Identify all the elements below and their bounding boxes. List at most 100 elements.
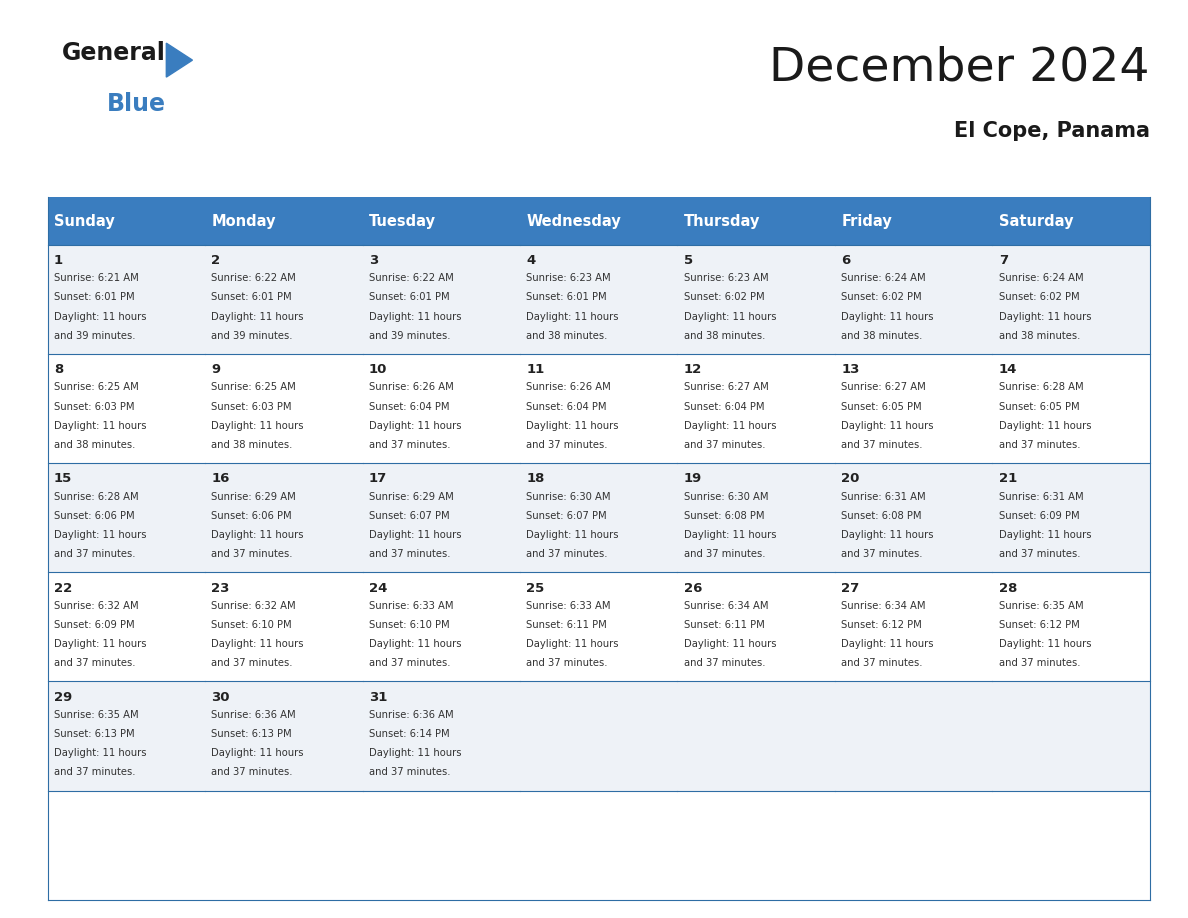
Text: Sunrise: 6:26 AM: Sunrise: 6:26 AM <box>526 383 611 393</box>
Text: 25: 25 <box>526 582 544 595</box>
Bar <box>206 245 362 354</box>
Text: Sunrise: 6:35 AM: Sunrise: 6:35 AM <box>999 600 1083 610</box>
Text: Daylight: 11 hours: Daylight: 11 hours <box>53 748 146 758</box>
Text: and 39 minutes.: and 39 minutes. <box>211 330 292 341</box>
Bar <box>362 464 520 573</box>
Text: and 37 minutes.: and 37 minutes. <box>684 440 765 450</box>
Text: Tuesday: Tuesday <box>368 214 436 229</box>
Text: and 37 minutes.: and 37 minutes. <box>211 767 292 777</box>
Text: Sunrise: 6:22 AM: Sunrise: 6:22 AM <box>211 274 296 284</box>
Text: Sunrise: 6:30 AM: Sunrise: 6:30 AM <box>684 491 769 501</box>
Bar <box>206 354 362 464</box>
Text: 20: 20 <box>841 473 860 486</box>
Text: 6: 6 <box>841 254 851 267</box>
Text: Sunset: 6:02 PM: Sunset: 6:02 PM <box>841 293 922 302</box>
Text: 24: 24 <box>368 582 387 595</box>
Polygon shape <box>166 43 192 77</box>
Text: Daylight: 11 hours: Daylight: 11 hours <box>526 420 619 431</box>
Bar <box>520 354 677 464</box>
Text: Daylight: 11 hours: Daylight: 11 hours <box>211 311 304 321</box>
Text: Sunrise: 6:24 AM: Sunrise: 6:24 AM <box>841 274 925 284</box>
Text: Sunset: 6:07 PM: Sunset: 6:07 PM <box>526 510 607 521</box>
Text: 18: 18 <box>526 473 544 486</box>
Text: 15: 15 <box>53 473 72 486</box>
Text: Sunrise: 6:28 AM: Sunrise: 6:28 AM <box>999 383 1083 393</box>
Text: 31: 31 <box>368 690 387 703</box>
Bar <box>992 464 1150 573</box>
Text: Blue: Blue <box>107 92 166 116</box>
Text: Sunset: 6:02 PM: Sunset: 6:02 PM <box>684 293 764 302</box>
Text: and 38 minutes.: and 38 minutes. <box>999 330 1080 341</box>
Text: and 37 minutes.: and 37 minutes. <box>999 658 1080 668</box>
Text: Sunrise: 6:35 AM: Sunrise: 6:35 AM <box>53 710 139 720</box>
Bar <box>677 464 835 573</box>
Text: Sunset: 6:10 PM: Sunset: 6:10 PM <box>211 620 292 630</box>
Text: and 38 minutes.: and 38 minutes. <box>684 330 765 341</box>
Text: Wednesday: Wednesday <box>526 214 621 229</box>
Text: Sunset: 6:13 PM: Sunset: 6:13 PM <box>211 729 292 739</box>
Text: Sunrise: 6:34 AM: Sunrise: 6:34 AM <box>684 600 769 610</box>
Bar <box>48 790 206 900</box>
Text: and 37 minutes.: and 37 minutes. <box>999 549 1080 559</box>
Bar <box>48 464 206 573</box>
Text: Sunset: 6:01 PM: Sunset: 6:01 PM <box>368 293 449 302</box>
Text: Sunrise: 6:31 AM: Sunrise: 6:31 AM <box>841 491 925 501</box>
Text: and 38 minutes.: and 38 minutes. <box>53 440 135 450</box>
Bar <box>206 573 362 681</box>
Text: Thursday: Thursday <box>684 214 760 229</box>
Text: 23: 23 <box>211 582 229 595</box>
Text: Daylight: 11 hours: Daylight: 11 hours <box>211 639 304 649</box>
Text: Daylight: 11 hours: Daylight: 11 hours <box>526 530 619 540</box>
Text: Daylight: 11 hours: Daylight: 11 hours <box>684 639 776 649</box>
Bar <box>362 790 520 900</box>
Text: Sunset: 6:07 PM: Sunset: 6:07 PM <box>368 510 449 521</box>
Text: 4: 4 <box>526 254 536 267</box>
Text: 19: 19 <box>684 473 702 486</box>
Bar <box>677 573 835 681</box>
Text: Sunset: 6:13 PM: Sunset: 6:13 PM <box>53 729 134 739</box>
Text: 10: 10 <box>368 364 387 376</box>
Text: Daylight: 11 hours: Daylight: 11 hours <box>999 311 1092 321</box>
Text: and 37 minutes.: and 37 minutes. <box>53 549 135 559</box>
Text: Sunset: 6:12 PM: Sunset: 6:12 PM <box>999 620 1080 630</box>
Bar <box>835 573 992 681</box>
Text: Sunset: 6:08 PM: Sunset: 6:08 PM <box>841 510 922 521</box>
Bar <box>48 681 206 790</box>
Text: 9: 9 <box>211 364 221 376</box>
Bar <box>48 573 206 681</box>
Text: Sunrise: 6:23 AM: Sunrise: 6:23 AM <box>684 274 769 284</box>
Text: Sunrise: 6:30 AM: Sunrise: 6:30 AM <box>526 491 611 501</box>
Bar <box>677 790 835 900</box>
Text: Monday: Monday <box>211 214 276 229</box>
Text: and 37 minutes.: and 37 minutes. <box>211 658 292 668</box>
Text: Daylight: 11 hours: Daylight: 11 hours <box>368 530 461 540</box>
Bar <box>835 354 992 464</box>
Text: Sunrise: 6:27 AM: Sunrise: 6:27 AM <box>841 383 925 393</box>
Text: Sunset: 6:14 PM: Sunset: 6:14 PM <box>368 729 449 739</box>
Bar <box>677 681 835 790</box>
Text: Sunday: Sunday <box>53 214 114 229</box>
Text: Daylight: 11 hours: Daylight: 11 hours <box>684 311 776 321</box>
Text: Sunset: 6:10 PM: Sunset: 6:10 PM <box>368 620 449 630</box>
Text: 14: 14 <box>999 364 1017 376</box>
Text: Sunset: 6:06 PM: Sunset: 6:06 PM <box>53 510 134 521</box>
Text: 30: 30 <box>211 690 229 703</box>
Bar <box>835 245 992 354</box>
Text: Sunrise: 6:29 AM: Sunrise: 6:29 AM <box>211 491 296 501</box>
Text: and 37 minutes.: and 37 minutes. <box>684 549 765 559</box>
Text: and 38 minutes.: and 38 minutes. <box>841 330 923 341</box>
Text: and 37 minutes.: and 37 minutes. <box>53 767 135 777</box>
Text: 12: 12 <box>684 364 702 376</box>
Text: Sunset: 6:06 PM: Sunset: 6:06 PM <box>211 510 292 521</box>
Text: Daylight: 11 hours: Daylight: 11 hours <box>368 639 461 649</box>
Text: Daylight: 11 hours: Daylight: 11 hours <box>841 311 934 321</box>
Text: Sunrise: 6:36 AM: Sunrise: 6:36 AM <box>211 710 296 720</box>
Text: 1: 1 <box>53 254 63 267</box>
Bar <box>992 573 1150 681</box>
Text: Sunset: 6:01 PM: Sunset: 6:01 PM <box>53 293 134 302</box>
Bar <box>206 464 362 573</box>
Bar <box>520 197 677 245</box>
Text: El Cope, Panama: El Cope, Panama <box>954 121 1150 141</box>
Text: General: General <box>62 41 165 65</box>
Text: Daylight: 11 hours: Daylight: 11 hours <box>841 530 934 540</box>
